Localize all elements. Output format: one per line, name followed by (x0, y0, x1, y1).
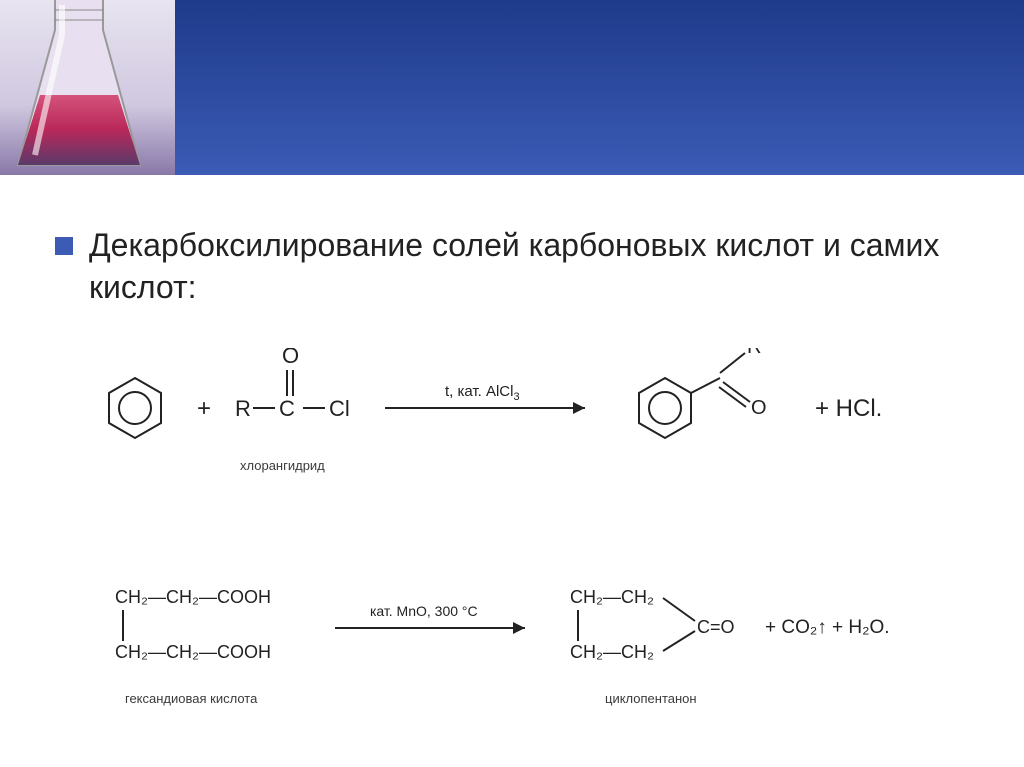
svg-text:O: O (282, 348, 299, 368)
svg-text:C: C (279, 396, 295, 421)
header-band (0, 0, 1024, 175)
plus-sign: + (197, 395, 211, 422)
svg-text:t, кат. AlCl3: t, кат. AlCl3 (445, 383, 520, 403)
svg-text:R: R (747, 348, 761, 358)
svg-text:кат. MnO, 300 °C: кат. MnO, 300 °C (370, 603, 478, 619)
bullet-square-icon (55, 237, 73, 255)
reaction2-svg: CH₂—CH₂—COOH CH₂—CH₂—COOH гександиовая к… (85, 563, 1005, 733)
svg-text:O: O (751, 397, 767, 419)
svg-text:CH₂—CH₂—COOH: CH₂—CH₂—COOH (115, 642, 271, 662)
slide-heading: Декарбоксилирование солей карбоновых кис… (89, 225, 984, 308)
reaction-1: + R C Cl O хлорангидрид t, кат. AlCl3 (85, 348, 984, 503)
reaction1-svg: + R C Cl O хлорангидрид t, кат. AlCl3 (85, 348, 985, 498)
hexanedioic-label: гександиовая кислота (125, 691, 258, 706)
cyclopentanone-label: циклопентанон (605, 691, 697, 706)
reaction2-tail: + CO₂↑ + H₂O. (765, 617, 890, 638)
content-area: Декарбоксилирование солей карбоновых кис… (0, 175, 1024, 738)
heading-row: Декарбоксилирование солей карбоновых кис… (55, 225, 984, 308)
svg-text:CH₂—CH₂: CH₂—CH₂ (570, 587, 654, 607)
product-tail: + HCl. (815, 395, 882, 422)
svg-text:R: R (235, 396, 251, 421)
reaction-2: CH₂—CH₂—COOH CH₂—CH₂—COOH гександиовая к… (85, 563, 984, 738)
svg-text:Cl: Cl (329, 396, 350, 421)
erlenmeyer-flask-icon (0, 0, 175, 175)
svg-text:CH₂—CH₂—COOH: CH₂—CH₂—COOH (115, 587, 271, 607)
svg-text:C=O: C=O (697, 617, 735, 637)
chloranhydride-label: хлорангидрид (240, 458, 325, 473)
svg-text:CH₂—CH₂: CH₂—CH₂ (570, 642, 654, 662)
flask-image (0, 0, 175, 175)
